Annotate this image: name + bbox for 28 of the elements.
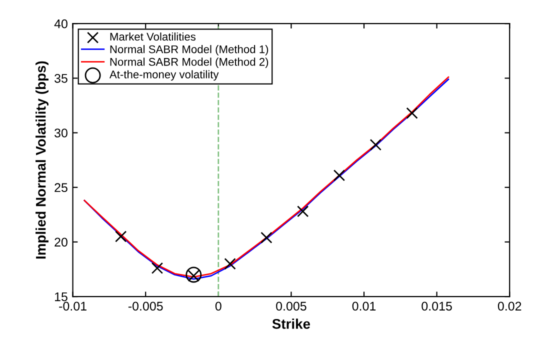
x-axis-title: Strike — [272, 318, 310, 329]
point — [224, 258, 236, 270]
y-tick-label: 40 — [54, 19, 68, 28]
legend-label: Normal SABR Model (Method 2) — [110, 58, 268, 68]
point — [370, 138, 382, 151]
legend-label: Normal SABR Model (Method 1) — [110, 45, 268, 56]
x-tick-label: 0.01 — [352, 302, 376, 311]
x-tick-label: 0 — [215, 302, 222, 311]
y-tick-label: 25 — [54, 183, 68, 192]
point — [260, 232, 272, 244]
y-tick-label: 35 — [54, 74, 68, 83]
x-tick-label: 0.02 — [498, 302, 522, 311]
point — [333, 170, 346, 182]
y-axis-title: Implied Normal Volatility (bps) — [36, 61, 48, 259]
y-tick-label: 15 — [54, 292, 68, 302]
x-tick-label: -0.01 — [59, 302, 86, 311]
y-tick-label: 20 — [54, 238, 68, 247]
legend-label: Market Volatilities — [110, 32, 196, 41]
x-tick-label: -0.005 — [128, 302, 163, 311]
point — [297, 206, 309, 218]
legend-label: At-the-money volatility — [109, 70, 219, 81]
point — [115, 230, 127, 242]
y-tick-label: 30 — [54, 128, 68, 138]
x-tick-label: 0.005 — [276, 302, 306, 311]
point — [406, 107, 418, 119]
point — [186, 266, 202, 283]
point — [151, 262, 164, 274]
x-tick-label: 0.015 — [422, 302, 452, 311]
